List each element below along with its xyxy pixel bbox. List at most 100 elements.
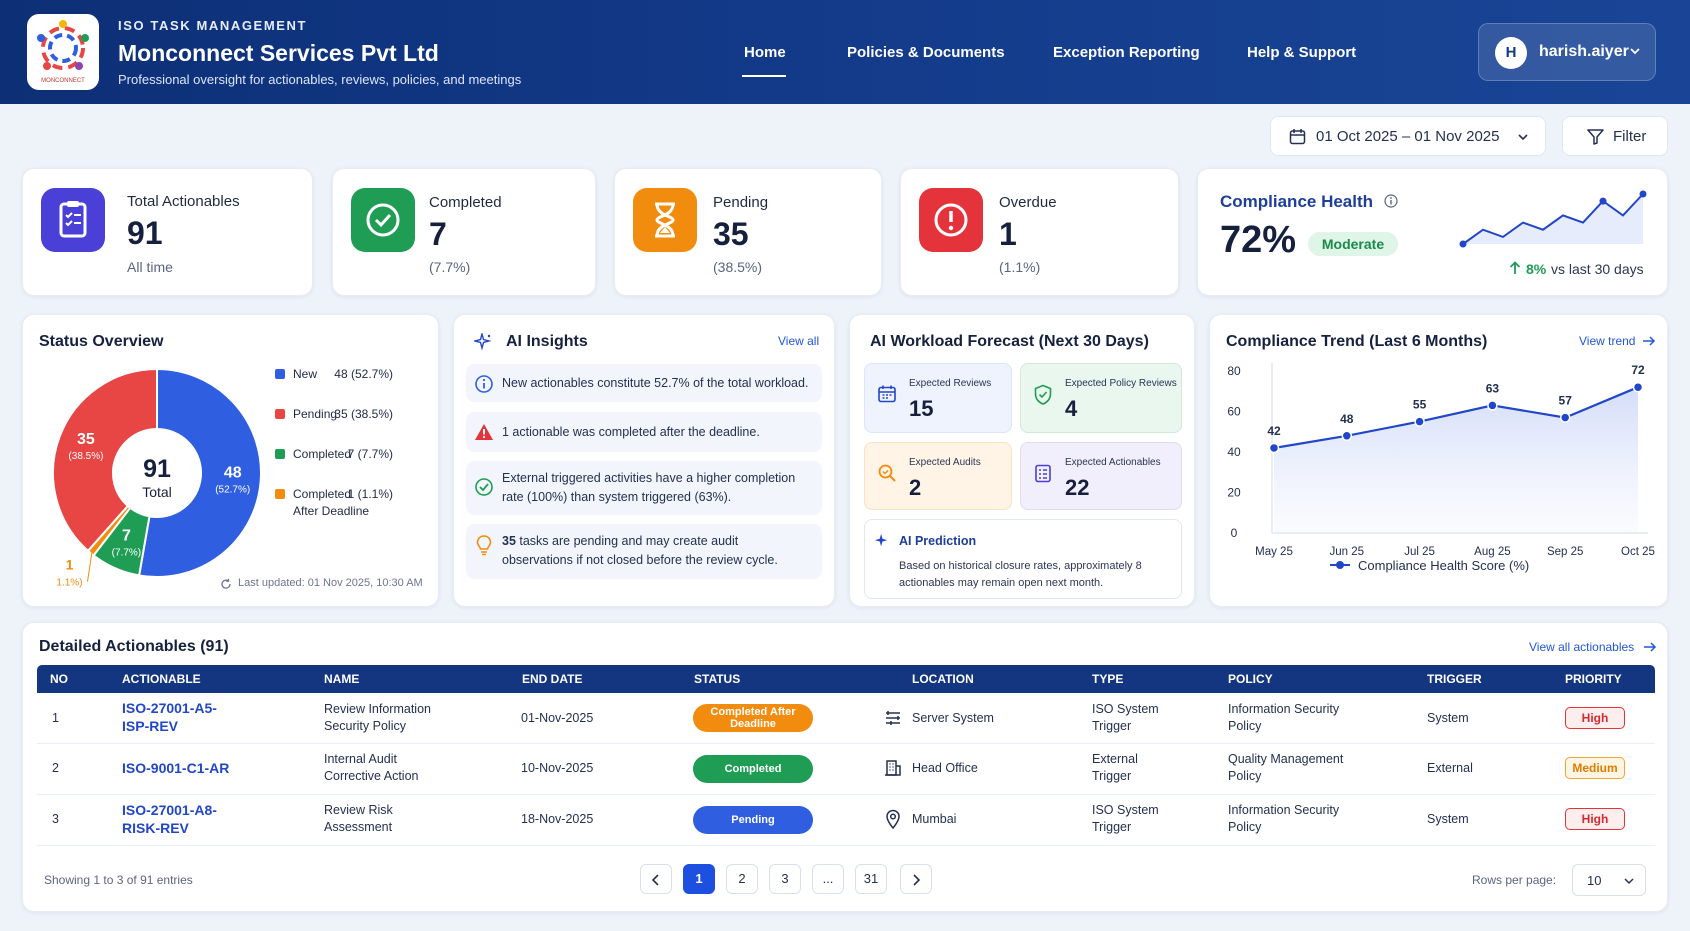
arrow-right-icon[interactable] [1643,641,1657,653]
y-tick-label: 80 [1227,364,1241,378]
donut-slice-value: 48 [224,465,242,482]
donut-slice-pct: (38.5%) [68,451,103,462]
cell-name: Review Information Security Policy [324,702,431,733]
insight-item[interactable]: 35 tasks are pending and may create audi… [466,524,822,579]
kpi-sub: All time [127,259,173,275]
kpi-overdue[interactable]: Overdue 1 (1.1%) [900,168,1179,296]
donut-leader-line [86,551,93,582]
info-icon[interactable] [1384,194,1398,208]
x-tick-label: Oct 25 [1621,546,1655,558]
kpi-completed[interactable]: Completed 7 (7.7%) [332,168,596,296]
x-tick-label: May 25 [1255,546,1293,558]
legend-label: Completed [293,487,352,501]
column-header[interactable]: TRIGGER [1427,672,1482,686]
cell-type: ISO System Trigger [1092,702,1159,733]
user-menu[interactable]: H harish.aiyer [1478,23,1656,81]
view-trend-link[interactable]: View trend [1579,334,1636,348]
x-tick-label: Sep 25 [1547,546,1583,558]
filter-button[interactable]: Filter [1562,116,1668,156]
column-header[interactable]: STATUS [694,672,741,686]
forecast-expected-actionables[interactable]: Expected Actionables 22 [1020,442,1182,510]
priority-badge: High [1565,707,1625,729]
kpi-pending[interactable]: Pending 35 (38.5%) [614,168,882,296]
rows-per-page-select[interactable]: 10 [1572,864,1646,896]
date-range-value: 01 Oct 2025 – 01 Nov 2025 [1316,128,1500,145]
donut-total-label: Total [142,484,172,500]
prediction-title: AI Prediction [899,534,977,548]
insight-text: tasks are pending and may create audit o… [502,534,778,567]
view-all-insights-link[interactable]: View all [778,334,820,348]
y-tick-label: 60 [1227,405,1241,419]
legend-value: 48 (52.7%) [334,367,393,381]
nav-policies-documents[interactable]: Policies & Documents [847,44,1005,61]
forecast-label: Expected Audits [909,457,981,468]
column-header[interactable]: TYPE [1092,672,1124,686]
cell-name: Internal Audit Corrective Action [324,752,419,783]
forecast-expected-audits[interactable]: Expected Audits 2 [864,442,1012,510]
check-circle-icon [475,478,493,496]
forecast-expected-reviews[interactable]: Expected Reviews 15 [864,363,1012,433]
column-header[interactable]: END DATE [522,672,583,686]
search-audit-icon [878,464,896,482]
column-header[interactable]: LOCATION [912,672,974,686]
cell-actionable-id[interactable]: ISO-27001-A5- ISP-REV [122,700,217,734]
data-label: 72 [1631,363,1645,377]
legend-marker [1336,561,1344,569]
cell-no: 3 [52,812,59,826]
insight-item[interactable]: New actionables constitute 52.7% of the … [466,364,822,402]
column-header[interactable]: POLICY [1228,672,1273,686]
table-row[interactable]: 2 ISO-9001-C1-AR Internal Audit Correctiv… [37,744,1655,794]
nav-exception-reporting[interactable]: Exception Reporting [1053,44,1200,61]
hourglass-icon [633,188,697,252]
kpi-value: 7 [429,216,447,252]
status-overview-card: Status Overview 91 Total 48 (52.7%) 7 (7.7%) 1… [22,314,439,607]
page-button-active[interactable]: 1 [683,864,715,894]
column-header[interactable]: NAME [324,672,360,686]
insight-item[interactable]: External triggered activities have a hig… [466,461,822,515]
forecast-label: Expected Policy Reviews [1065,378,1177,389]
column-header[interactable]: NO [50,672,68,686]
prediction-text: Based on historical closure rates, appro… [899,560,1142,589]
card-title: Compliance Trend (Last 6 Months) [1226,333,1488,350]
legend-value: 35 (38.5%) [334,407,393,421]
sparkline-point [1459,240,1467,248]
brand-eyebrow: ISO TASK MANAGEMENT [118,18,308,33]
x-tick-label: Aug 25 [1474,546,1510,558]
forecast-expected-policy-reviews[interactable]: Expected Policy Reviews 4 [1020,363,1182,433]
table-row[interactable]: 1 ISO-27001-A5- ISP-REV Review Informatio… [37,693,1655,743]
arrow-right-icon[interactable] [1642,335,1656,347]
user-name: harish.aiyer [1539,43,1629,60]
compliance-health-card[interactable]: Compliance Health 72% Moderate 8% vs las… [1197,168,1668,296]
cell-actionable-id[interactable]: ISO-27001-A8- RISK-REV [122,802,217,836]
rows-per-page-value: 10 [1587,873,1602,888]
column-header[interactable]: ACTIONABLE [122,672,201,686]
card-title: AI Workload Forecast (Next 30 Days) [870,333,1149,350]
kpi-sub: (38.5%) [713,259,763,275]
nav-home[interactable]: Home [744,44,786,61]
trend-line [1273,386,1639,450]
cell-policy: Quality Management Policy [1228,752,1344,783]
page-button[interactable]: 2 [726,864,758,894]
next-page-button[interactable] [900,864,932,894]
cell-actionable-id[interactable]: ISO-9001-C1-AR [122,760,230,776]
legend-swatch [275,369,285,379]
view-all-actionables-link[interactable]: View all actionables [1529,640,1635,654]
rows-per-page-label: Rows per page: [1472,873,1557,887]
table-row[interactable]: 3 ISO-27001-A8- RISK-REV Review Risk Asses… [37,795,1655,845]
column-header[interactable]: PRIORITY [1565,672,1622,686]
kpi-total-actionables[interactable]: Total Actionables 91 All time [22,168,313,296]
cell-end-date: 18-Nov-2025 [521,812,594,826]
nav-active-indicator [742,75,786,77]
prev-page-button[interactable] [640,864,672,894]
insight-item[interactable]: 1 actionable was completed after the dea… [466,412,822,452]
page-button[interactable]: 31 [855,864,887,894]
nav-help-support[interactable]: Help & Support [1247,44,1357,61]
page-button[interactable]: 3 [769,864,801,894]
company-logo[interactable]: MONCONNECT [27,14,99,90]
card-title: Detailed Actionables (91) [39,638,229,655]
avatar: H [1495,37,1527,69]
compliance-delta: 8% [1526,261,1547,277]
date-range-picker[interactable]: 01 Oct 2025 – 01 Nov 2025 [1270,116,1546,156]
refresh-icon[interactable] [220,578,232,590]
workload-forecast-card: AI Workload Forecast (Next 30 Days) Expe… [849,314,1195,607]
